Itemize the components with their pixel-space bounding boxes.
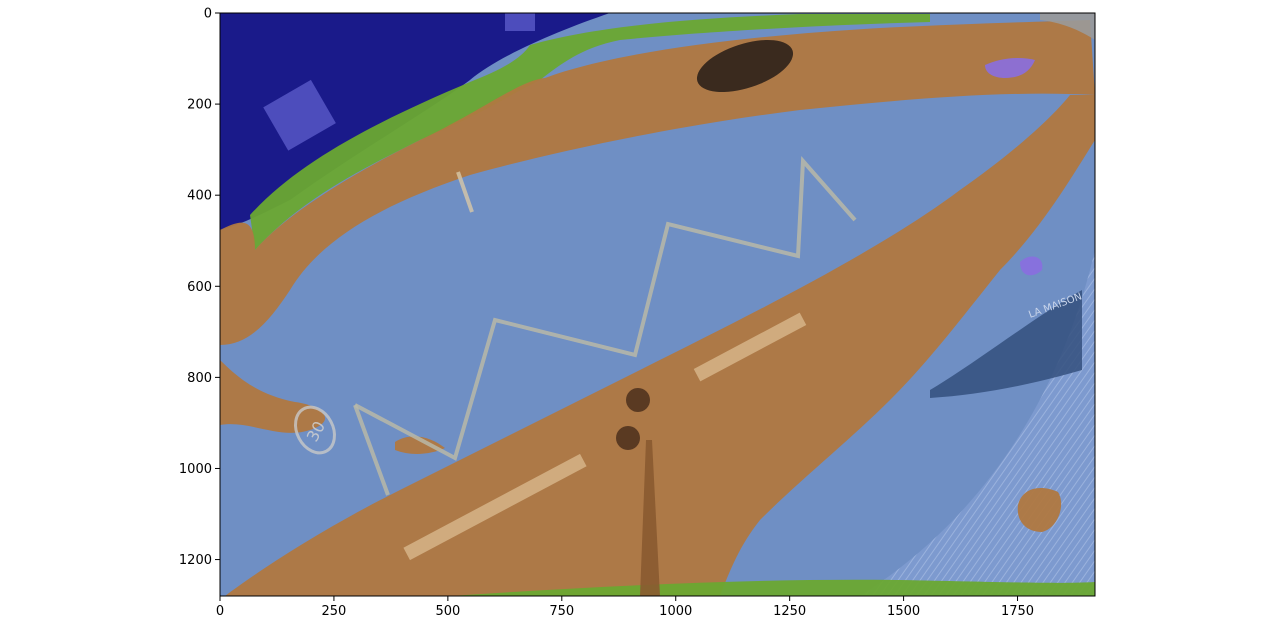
crosswalk-bar (693, 312, 807, 382)
vegetation-region (250, 14, 930, 250)
x-axis: 0 250 500 750 1000 1250 1500 1750 (216, 596, 1034, 619)
road-marking (456, 171, 474, 213)
y-tick-label: 200 (187, 98, 212, 113)
x-tick-label: 1000 (659, 604, 692, 619)
window-region (505, 13, 535, 31)
person (616, 426, 640, 450)
car (696, 39, 794, 93)
y-tick-label: 600 (187, 280, 212, 295)
y-tick-label: 400 (187, 189, 212, 204)
crosswalk-bar (403, 453, 587, 561)
y-tick-label: 1200 (179, 553, 212, 568)
plot-frame (219, 12, 1096, 597)
x-tick-label: 750 (549, 604, 574, 619)
road-marking (354, 156, 857, 461)
sidewalk-region (1017, 488, 1062, 532)
speed-marking-circle (294, 405, 336, 455)
y-tick-label: 0 (204, 7, 212, 22)
pole-shadow (640, 440, 660, 596)
x-tick-label: 250 (322, 604, 347, 619)
x-tick-label: 1500 (887, 604, 920, 619)
sidewalk-region (395, 436, 445, 454)
x-tick-label: 1750 (1001, 604, 1034, 619)
segmentation-image: 30 LA MAISON (220, 13, 1095, 596)
y-tick-label: 1000 (179, 462, 212, 477)
person (626, 388, 650, 412)
road-marking (353, 404, 390, 496)
vegetation-region (450, 579, 1095, 596)
x-tick-label: 0 (216, 604, 224, 619)
y-axis: 0 200 400 600 800 1000 1200 (179, 7, 220, 568)
y-tick-label: 800 (187, 371, 212, 386)
sign-region (1020, 256, 1043, 276)
x-tick-label: 500 (435, 604, 460, 619)
sidewalk-region (225, 95, 1095, 596)
window-region (263, 79, 336, 151)
sidewalk-region (220, 20, 1095, 345)
sign-region (985, 57, 1035, 78)
background-region (1040, 13, 1095, 40)
storefront-panel (930, 290, 1082, 398)
x-tick-label: 1250 (773, 604, 806, 619)
